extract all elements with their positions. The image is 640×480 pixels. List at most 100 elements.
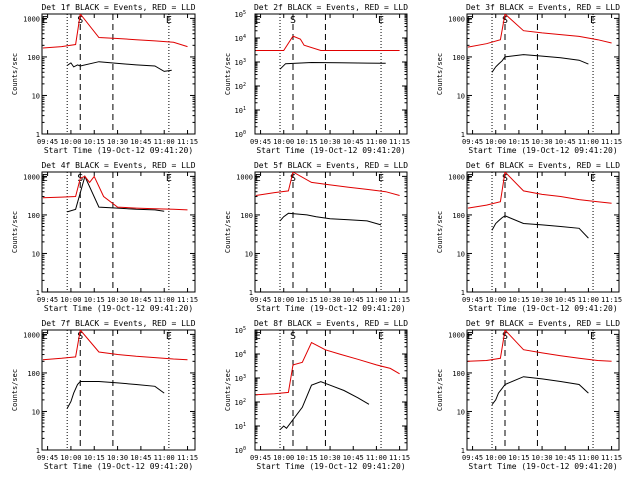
x-tick-label: 09:45 bbox=[37, 454, 58, 462]
plot-frame bbox=[41, 329, 196, 451]
x-tick-label: 11:00 bbox=[578, 138, 599, 146]
series-events bbox=[279, 381, 370, 431]
plot-frame bbox=[254, 329, 408, 451]
x-tick-label: 10:45 bbox=[343, 454, 364, 462]
x-tick-label: 11:15 bbox=[177, 296, 198, 304]
x-axis-label: Start Time (19-Oct-12 09:41:20) bbox=[44, 462, 193, 471]
y-tick-label: 101 bbox=[235, 422, 246, 431]
y-tick-label: 105 bbox=[235, 10, 246, 19]
y-tick-label: 1 bbox=[36, 289, 40, 297]
series-lld bbox=[467, 330, 612, 362]
marker-letter: E bbox=[378, 331, 384, 342]
x-axis-label: Start Time (19-Oct-12 09:41:20) bbox=[44, 304, 193, 313]
series-lld bbox=[467, 14, 612, 48]
x-tick-label: 11:15 bbox=[389, 454, 410, 462]
x-tick-label: 11:15 bbox=[177, 454, 198, 462]
panel-title: Det 1f BLACK = Events, RED = LLD bbox=[41, 3, 195, 12]
y-tick-label: 100 bbox=[452, 370, 465, 378]
y-tick-label: 1000 bbox=[448, 173, 465, 181]
panel-det-1: Det 1f BLACK = Events, RED = LLD 09:45 10:… bbox=[11, 3, 198, 155]
x-tick-label: 09:45 bbox=[37, 296, 58, 304]
y-tick-label: 10 bbox=[32, 92, 40, 100]
y-tick-label: 101 bbox=[235, 106, 246, 115]
x-axis-label: Start Time (19-Oct-12 09:41:20) bbox=[468, 146, 617, 155]
x-tick-label: 10:00 bbox=[273, 138, 294, 146]
marker-letter: E bbox=[255, 15, 261, 26]
y-tick-label: 1000 bbox=[448, 15, 465, 23]
marker-letter: E bbox=[467, 173, 473, 184]
marker-letter: E bbox=[166, 173, 172, 184]
marker-letter: S bbox=[290, 331, 296, 342]
x-tick-label: 09:45 bbox=[250, 296, 271, 304]
x-tick-label: 11:00 bbox=[154, 454, 175, 462]
y-tick-label: 1000 bbox=[448, 331, 465, 339]
x-tick-label: 10:45 bbox=[555, 138, 576, 146]
x-tick-label: 09:45 bbox=[37, 138, 58, 146]
marker-letter: S bbox=[77, 15, 83, 26]
y-tick-label: 10 bbox=[32, 250, 40, 258]
series-events bbox=[491, 215, 589, 239]
y-axis-label: Counts/sec bbox=[11, 53, 19, 95]
x-tick-label: 10:45 bbox=[130, 454, 151, 462]
marker-letter: E bbox=[590, 15, 596, 26]
panel-title: Det 9f BLACK = Events, RED = LLD bbox=[466, 319, 620, 328]
y-tick-label: 100 bbox=[27, 54, 40, 62]
y-tick-label: 1 bbox=[249, 289, 253, 297]
marker-letter: S bbox=[502, 15, 508, 26]
x-tick-label: 11:00 bbox=[578, 296, 599, 304]
y-tick-label: 102 bbox=[235, 398, 246, 407]
series-events bbox=[279, 61, 386, 70]
panel-title: Det 6f BLACK = Events, RED = LLD bbox=[466, 161, 620, 170]
x-tick-label: 11:15 bbox=[177, 138, 198, 146]
y-tick-label: 1000 bbox=[23, 331, 40, 339]
x-tick-label: 10:45 bbox=[343, 138, 364, 146]
x-tick-label: 10:30 bbox=[107, 138, 128, 146]
x-tick-label: 10:30 bbox=[320, 296, 341, 304]
x-tick-label: 10:15 bbox=[508, 454, 529, 462]
y-tick-label: 100 bbox=[27, 370, 40, 378]
x-tick-label: 10:30 bbox=[532, 138, 553, 146]
panel-title: Det 8f BLACK = Events, RED = LLD bbox=[254, 319, 408, 328]
x-tick-label: 10:45 bbox=[343, 296, 364, 304]
y-axis-label: Counts/sec bbox=[436, 211, 444, 253]
x-tick-label: 11:00 bbox=[154, 138, 175, 146]
y-tick-label: 104 bbox=[235, 350, 246, 359]
y-tick-label: 100 bbox=[235, 446, 246, 455]
x-tick-label: 10:45 bbox=[555, 454, 576, 462]
series-events bbox=[66, 61, 172, 72]
y-tick-label: 100 bbox=[452, 212, 465, 220]
y-tick-label: 100 bbox=[452, 54, 465, 62]
x-tick-label: 09:45 bbox=[462, 454, 483, 462]
y-tick-label: 1 bbox=[36, 131, 40, 139]
series-lld bbox=[255, 172, 400, 196]
marker-letter: S bbox=[290, 15, 296, 26]
y-axis-label: Counts/sec bbox=[436, 53, 444, 95]
x-tick-label: 10:15 bbox=[296, 138, 317, 146]
y-tick-label: 104 bbox=[235, 34, 246, 43]
x-axis-label: Start Time (19-Oct-12 09:41:20) bbox=[468, 304, 617, 313]
x-tick-label: 10:30 bbox=[320, 138, 341, 146]
x-tick-label: 11:00 bbox=[154, 296, 175, 304]
marker-letter: E bbox=[42, 15, 48, 26]
y-axis-label: Counts/sec bbox=[436, 369, 444, 411]
plot-frame bbox=[41, 13, 196, 135]
x-tick-label: 10:00 bbox=[60, 454, 81, 462]
marker-letter: E bbox=[255, 331, 261, 342]
y-tick-label: 10 bbox=[457, 408, 465, 416]
y-tick-label: 10 bbox=[457, 92, 465, 100]
x-tick-label: 11:15 bbox=[601, 138, 622, 146]
panel-title: Det 7f BLACK = Events, RED = LLD bbox=[41, 319, 195, 328]
x-tick-label: 10:00 bbox=[485, 454, 506, 462]
series-events bbox=[66, 381, 165, 409]
panel-title: Det 2f BLACK = Events, RED = LLD bbox=[254, 3, 408, 12]
marker-letter: E bbox=[467, 15, 473, 26]
plot-frame bbox=[466, 329, 620, 451]
x-tick-label: 10:15 bbox=[508, 296, 529, 304]
series-lld bbox=[255, 35, 400, 51]
series-events bbox=[491, 54, 589, 73]
marker-letter: E bbox=[467, 331, 473, 342]
x-tick-label: 11:15 bbox=[389, 296, 410, 304]
